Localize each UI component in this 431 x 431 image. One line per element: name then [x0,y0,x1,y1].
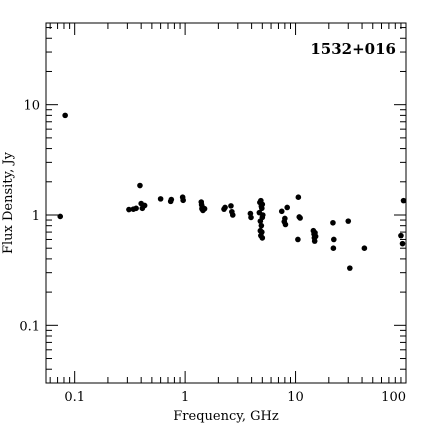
chart-title: 1532+016 [310,40,396,58]
data-point [282,221,289,228]
data-point [330,245,337,252]
data-point [168,196,175,203]
data-point [278,208,285,215]
data-point [259,235,266,241]
x-tick-label: 1 [181,390,189,405]
y-axis-label: Flux Density, Jy [1,151,16,254]
data-point [345,218,352,224]
data-point [222,204,228,211]
plot-frame [45,22,407,384]
data-point [259,201,266,208]
data-point [258,222,265,229]
data-point [62,112,68,119]
x-axis-label: Frequency, GHz [173,409,279,424]
data-point [400,197,407,204]
data-point [157,196,164,202]
data-points [57,112,407,271]
axis-ticks [46,23,407,384]
x-tick-label: 10 [287,390,304,405]
y-tick-label: 0.1 [19,319,40,334]
y-tick-label: 1 [32,209,40,224]
data-point [228,203,234,209]
data-point [229,212,236,218]
data-point [141,202,148,209]
data-point [57,213,64,220]
data-point [133,205,139,212]
tick-labels: 0.1 1 10 100 0.1 1 10 [19,99,406,405]
data-point [399,240,406,247]
data-point [330,219,336,226]
data-point [295,194,302,200]
data-point [398,232,404,239]
data-point [282,215,288,222]
data-point [284,204,290,211]
x-tick-label: 100 [381,390,406,405]
y-tick-label: 10 [23,99,40,114]
data-point [361,245,368,252]
data-point [347,265,353,271]
data-point [248,214,254,221]
data-point [331,236,337,243]
data-point [259,229,265,235]
data-point [259,212,266,218]
data-point [297,215,303,221]
x-tick-label: 0.1 [64,390,85,405]
data-point [180,197,186,204]
data-point [311,238,318,244]
data-point [312,233,319,240]
data-point [201,205,208,212]
data-point [126,206,132,213]
data-point [137,182,143,189]
data-point [295,236,301,243]
